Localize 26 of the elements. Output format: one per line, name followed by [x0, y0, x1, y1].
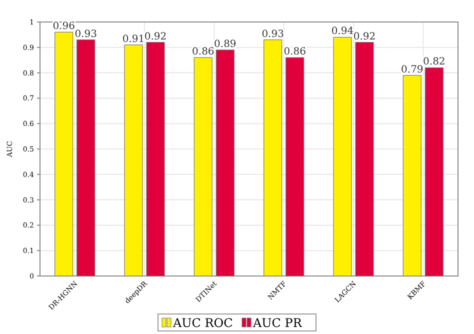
bar — [286, 57, 304, 276]
data-label: 0.93 — [74, 28, 97, 40]
bar — [124, 44, 143, 276]
data-label: 0.82 — [423, 56, 446, 68]
bar — [424, 67, 444, 276]
data-label: 0.91 — [122, 34, 145, 45]
data-label: 0.89 — [214, 38, 236, 50]
bar — [146, 42, 165, 276]
legend-label: AUC ROC — [172, 316, 233, 330]
bar — [54, 32, 74, 276]
data-label: 0.79 — [401, 64, 424, 76]
data-label: 0.96 — [52, 21, 75, 32]
legend-label: AUC PR — [252, 316, 303, 330]
bar — [355, 42, 374, 276]
data-label: 0.86 — [284, 46, 306, 58]
bar — [333, 36, 352, 276]
bar — [194, 57, 212, 276]
bar — [216, 50, 234, 276]
bar — [402, 75, 422, 276]
data-label: 0.92 — [353, 31, 376, 42]
data-label: 0.92 — [144, 31, 167, 42]
data-label: 0.94 — [331, 26, 354, 38]
bar — [264, 39, 282, 276]
data-label: 0.93 — [262, 28, 284, 40]
data-label: 0.86 — [192, 46, 214, 58]
bar — [76, 39, 96, 276]
